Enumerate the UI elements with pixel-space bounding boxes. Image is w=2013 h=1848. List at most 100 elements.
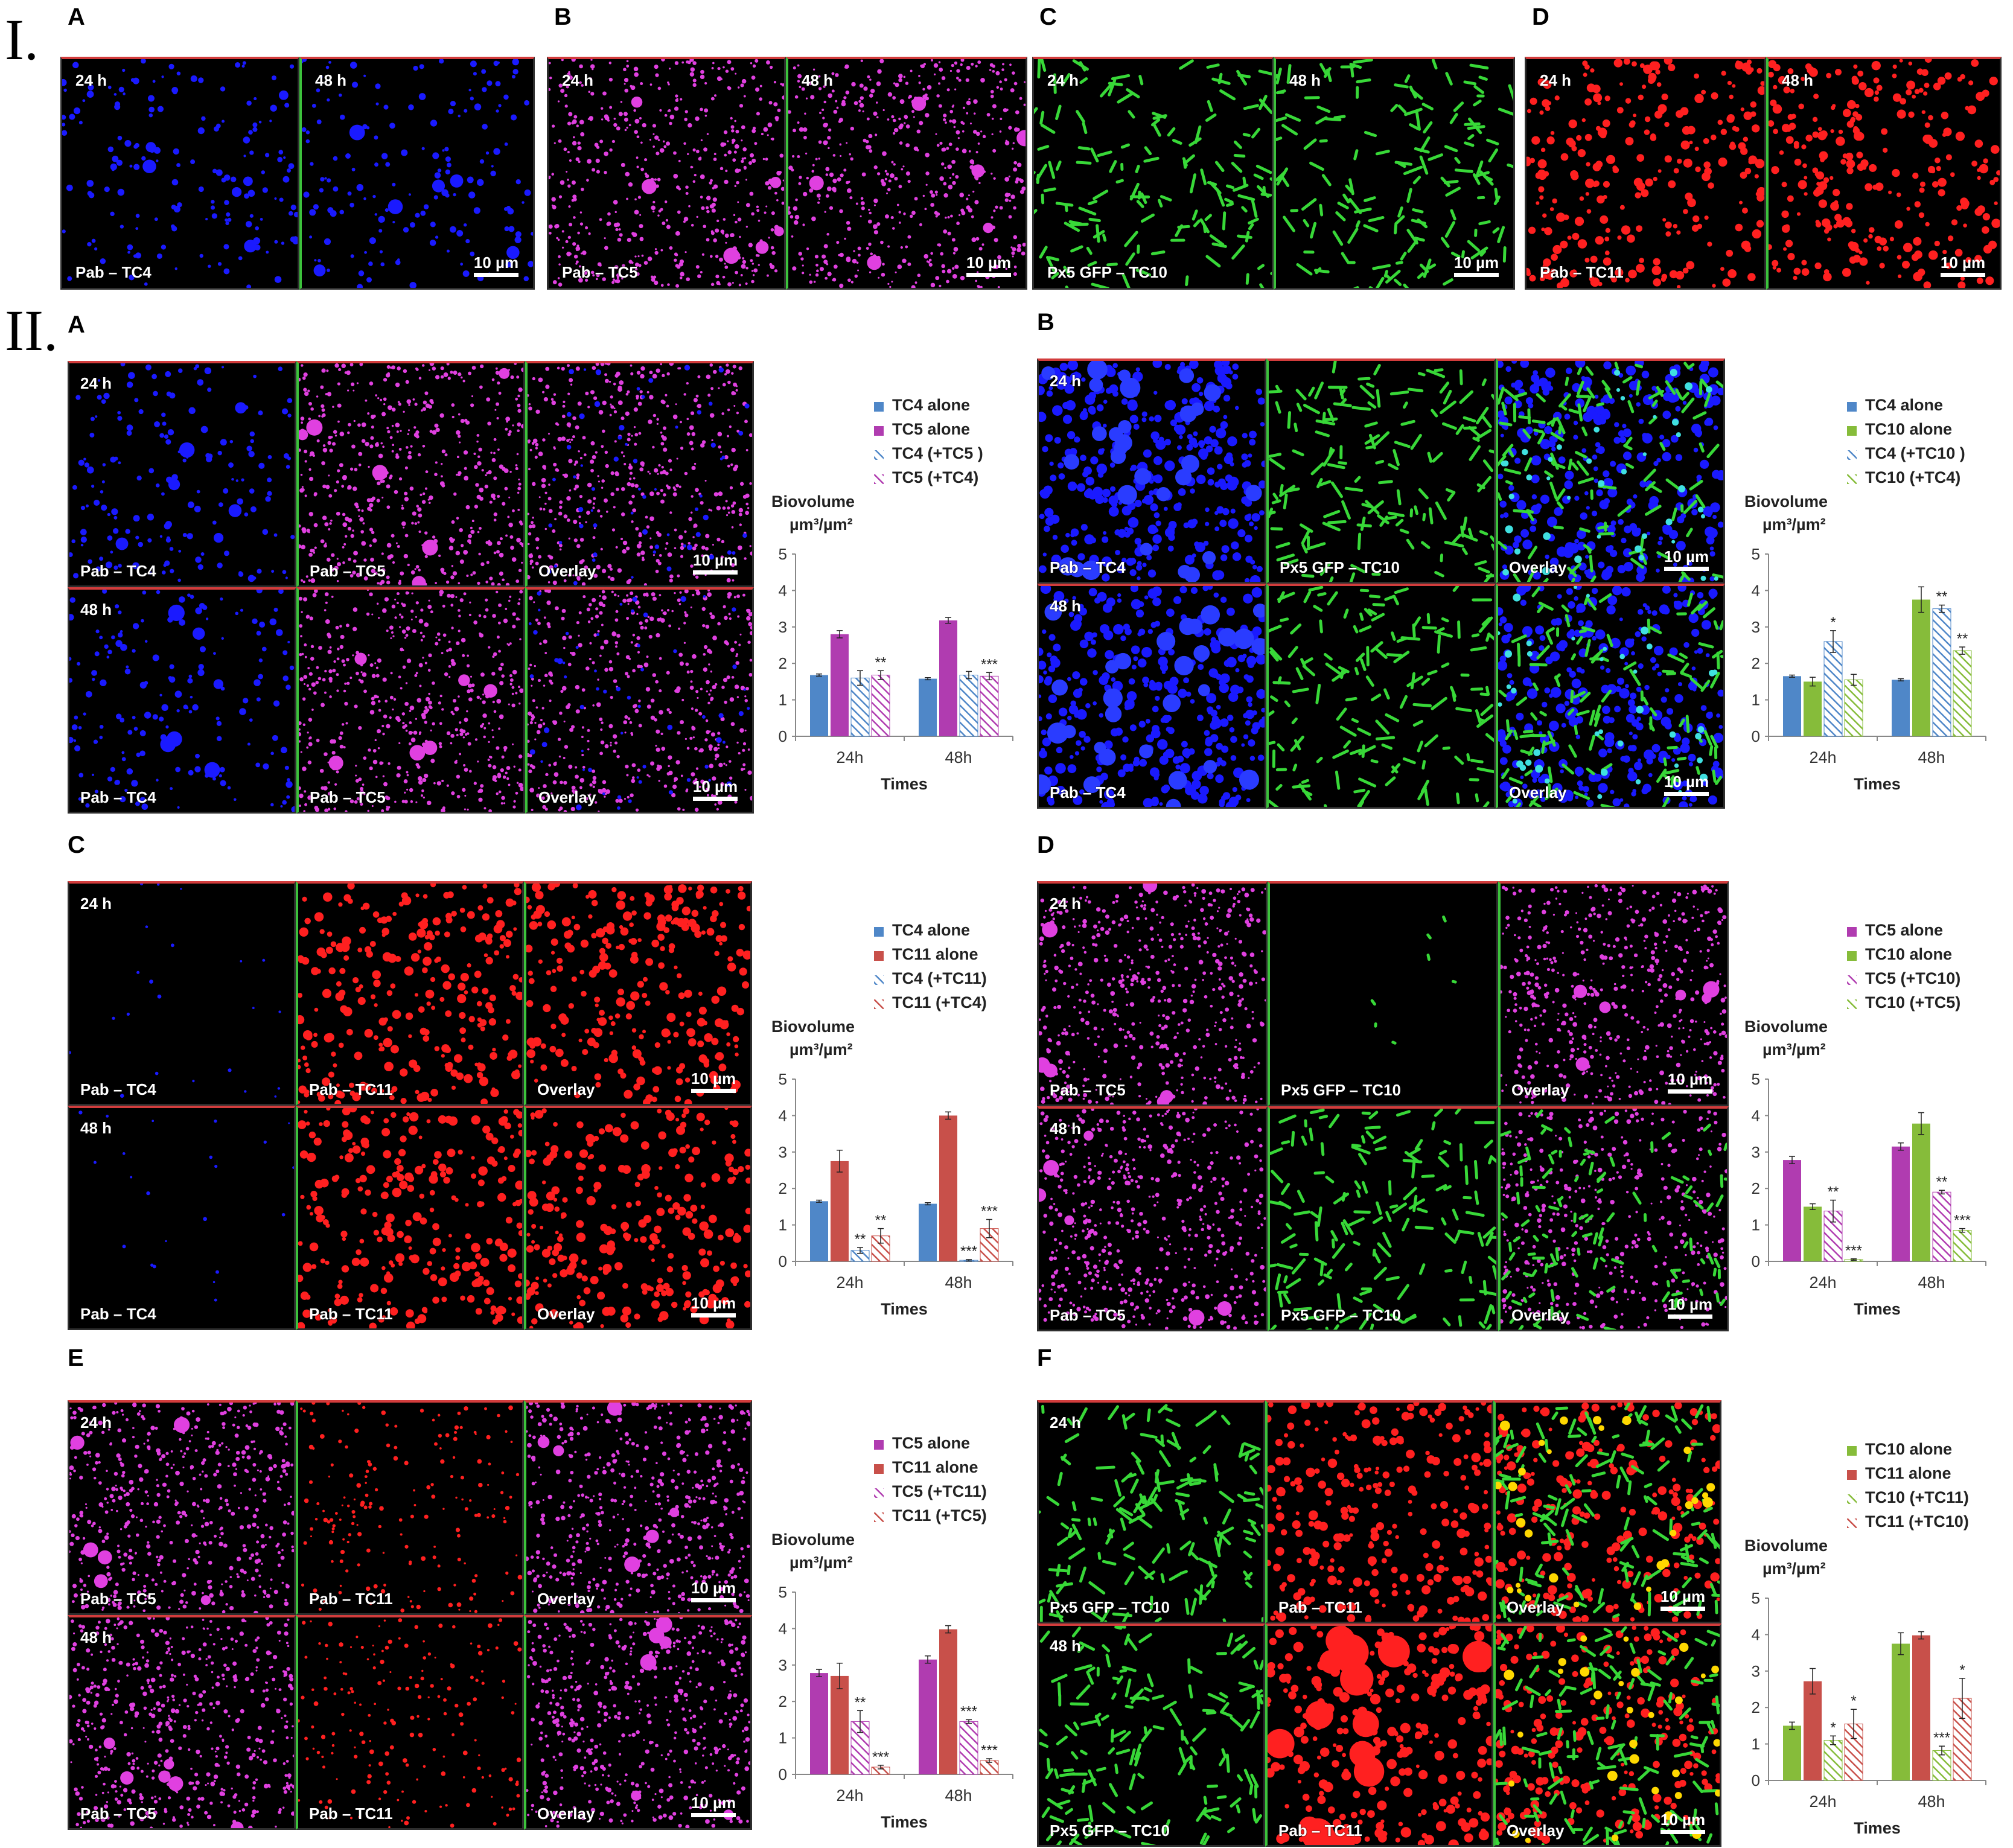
- channel-label: Overlay: [1511, 1081, 1569, 1099]
- legend-swatch: [1847, 402, 1857, 412]
- micrograph-image: [1496, 1403, 1720, 1622]
- y-tick-label: 2: [1752, 1698, 1760, 1716]
- channel-label: Overlay: [537, 1305, 595, 1323]
- x-tick-label: 24h: [836, 1273, 863, 1292]
- legend-swatch: [874, 474, 884, 484]
- y-tick-label: 1: [779, 1216, 787, 1234]
- x-axis-label: Times: [881, 775, 928, 793]
- scale-bar-label: 10 µm: [473, 253, 519, 272]
- micrograph-image: [1269, 586, 1494, 807]
- micrograph-image: [69, 1617, 294, 1828]
- x-tick-label: 24h: [1809, 748, 1836, 766]
- bar-TC10 (+TC11)-24h: [1823, 1740, 1843, 1781]
- micrograph-image: [1269, 361, 1494, 582]
- micrograph-tile: Overlay 10 µm: [1496, 358, 1725, 584]
- micrograph-48h: 48 h 10 µm: [1766, 57, 2002, 290]
- bar-chart-II.B: TC4 alone TC10 alone TC4 (+TC10 ) TC10 (+TC…: [1738, 392, 2004, 793]
- bar-TC11 alone-48h: [939, 1629, 957, 1774]
- y-axis-unit: µm³/µm²: [1763, 1560, 1826, 1578]
- micrograph-24h: 24 h Px5 GFP – TC10: [1032, 57, 1274, 290]
- y-axis-unit: µm³/µm²: [790, 1553, 853, 1572]
- channel-label: Overlay: [1511, 1306, 1569, 1324]
- scale-bar-label: 10 µm: [692, 551, 738, 569]
- channel-label: Overlay: [537, 1590, 595, 1608]
- scale-bar-line: [1660, 1830, 1705, 1834]
- y-tick-label: 3: [1752, 618, 1760, 636]
- x-tick-label: 48h: [945, 1273, 972, 1292]
- legend-swatch: [1847, 951, 1857, 961]
- y-tick-label: 3: [779, 1656, 787, 1674]
- micrograph-tile: 48 h Pab – TC5: [1037, 1106, 1268, 1331]
- scale-bar: 10 µm: [1660, 1296, 1720, 1319]
- legend-swatch: [1847, 927, 1857, 937]
- panel-label-I-D: D: [1532, 4, 1549, 30]
- micrograph-tile: 24 h Pab – TC4: [68, 881, 296, 1106]
- x-tick-label: 48h: [1918, 1792, 1945, 1811]
- scale-bar-label: 10 µm: [691, 1794, 736, 1812]
- legend-swatch: [874, 999, 884, 1009]
- time-label-48h: 48 h: [315, 71, 347, 89]
- y-tick-label: 5: [779, 545, 787, 563]
- legend-label: TC11 (+TC4): [892, 993, 987, 1012]
- legend-swatch: [874, 426, 884, 436]
- x-tick-label: 24h: [836, 748, 863, 766]
- micrograph-image: [1496, 1626, 1720, 1845]
- micrograph-tile: Pab – TC11: [1265, 1400, 1493, 1623]
- x-tick-label: 48h: [1918, 748, 1945, 766]
- scale-bar: 10 µm: [1660, 1071, 1720, 1094]
- legend-label: TC5 alone: [1865, 921, 1943, 939]
- legend-swatch: [874, 1488, 884, 1498]
- legend-swatch: [874, 1440, 884, 1450]
- scale-bar: 10 µm: [683, 1295, 744, 1317]
- micrograph-tile: 48 h Pab – TC5: [68, 1615, 296, 1830]
- chart-svg: TC4 alone TC11 alone TC4 (+TC11) TC11 (+TC4…: [771, 921, 1013, 1318]
- significance-mark: ***: [872, 1749, 889, 1765]
- micrograph-48h: 48 h 10 µm: [299, 57, 535, 290]
- scale-bar-line: [693, 797, 738, 801]
- scale-bar-line: [691, 1598, 736, 1602]
- scale-bar-label: 10 µm: [691, 1294, 736, 1312]
- channel-label: Px5 GFP – TC10: [1280, 558, 1400, 576]
- time-label: 24 h: [80, 374, 112, 392]
- scale-bar-label: 10 µm: [691, 1069, 736, 1088]
- significance-mark: ***: [1933, 1730, 1950, 1746]
- legend-label: TC11 alone: [1865, 1464, 1951, 1482]
- time-label: 24 h: [1050, 372, 1082, 390]
- strain-label: Pab – TC4: [75, 263, 152, 281]
- micrograph-tile: Overlay 10 µm: [1496, 584, 1725, 809]
- significance-mark: ***: [960, 1703, 977, 1719]
- y-axis-label: Biovolume: [1744, 1018, 1828, 1036]
- micrograph-image: [69, 590, 295, 812]
- channel-label: Pab – TC4: [80, 562, 156, 580]
- scale-bar-line: [691, 1813, 736, 1817]
- y-tick-label: 4: [779, 1619, 787, 1637]
- scale-bar-line: [693, 570, 738, 575]
- y-axis-label: Biovolume: [771, 492, 855, 511]
- y-tick-label: 2: [1752, 654, 1760, 672]
- micrograph-tile: Overlay 10 µm: [524, 881, 752, 1106]
- micrograph-image: [299, 363, 523, 585]
- x-tick-label: 24h: [836, 1786, 863, 1805]
- significance-mark: **: [1957, 631, 1968, 647]
- bar-TC11 alone-48h: [939, 1115, 957, 1261]
- scale-bar-label: 10 µm: [1660, 1811, 1706, 1829]
- micrograph-tile: Overlay 10 µm: [525, 587, 754, 814]
- time-label-48h: 48 h: [1782, 71, 1814, 89]
- y-tick-label: 5: [1752, 1070, 1760, 1088]
- micrograph-image: [1039, 1109, 1266, 1330]
- micrograph-tile: Overlay 10 µm: [524, 1615, 752, 1830]
- micrograph-tile: Pab – TC11: [296, 1400, 524, 1615]
- legend-label: TC10 alone: [1865, 945, 1952, 963]
- panel-label-II-B: B: [1037, 309, 1054, 336]
- significance-mark: ***: [960, 1243, 977, 1260]
- channel-label: Pab – TC4: [80, 788, 156, 806]
- scale-bar: 10 µm: [1933, 255, 1993, 277]
- channel-label: Overlay: [1509, 558, 1567, 576]
- legend-label: TC5 (+TC11): [892, 1482, 987, 1500]
- y-tick-label: 2: [779, 1692, 787, 1710]
- micrograph-tile: 24 h Pab – TC5: [1037, 881, 1268, 1106]
- channel-label: Px5 GFP – TC10: [1281, 1306, 1401, 1324]
- bar-TC5 (+TC11)-48h: [959, 1721, 978, 1775]
- micrograph-image: [1501, 884, 1727, 1104]
- scale-bar-line: [474, 273, 518, 277]
